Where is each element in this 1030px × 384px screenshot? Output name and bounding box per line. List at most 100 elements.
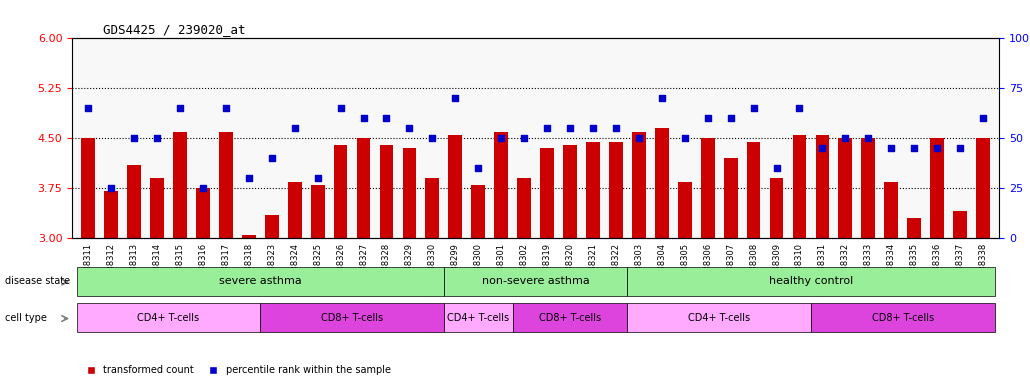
Bar — [150, 178, 164, 238]
FancyBboxPatch shape — [261, 303, 444, 333]
Bar — [816, 135, 829, 238]
Bar — [953, 212, 967, 238]
Bar — [425, 178, 439, 238]
Point — [217, 105, 234, 111]
Point — [746, 105, 762, 111]
Point — [493, 135, 510, 141]
Bar — [265, 215, 278, 238]
Point — [333, 105, 349, 111]
Point — [80, 105, 97, 111]
Bar — [632, 132, 646, 238]
Point — [608, 125, 624, 131]
Bar — [127, 165, 141, 238]
Text: CD4+ T-cells: CD4+ T-cells — [688, 313, 750, 323]
Bar — [173, 132, 186, 238]
Point — [952, 145, 968, 151]
Point — [699, 115, 716, 121]
Point — [539, 125, 555, 131]
Point — [172, 105, 188, 111]
Point — [768, 165, 785, 171]
Point — [286, 125, 303, 131]
FancyBboxPatch shape — [627, 303, 811, 333]
Point — [516, 135, 533, 141]
Bar — [311, 185, 324, 238]
Bar — [81, 138, 95, 238]
Bar — [104, 192, 118, 238]
Bar — [356, 138, 371, 238]
Point — [929, 145, 946, 151]
Point — [309, 175, 325, 181]
Legend: transformed count, percentile rank within the sample: transformed count, percentile rank withi… — [77, 361, 394, 379]
Point — [837, 135, 854, 141]
Bar — [724, 158, 737, 238]
Point — [974, 115, 991, 121]
FancyBboxPatch shape — [76, 303, 261, 333]
Point — [195, 185, 211, 191]
Bar — [747, 142, 760, 238]
Text: CD4+ T-cells: CD4+ T-cells — [447, 313, 509, 323]
Point — [103, 185, 119, 191]
Point — [860, 135, 877, 141]
Bar — [700, 138, 715, 238]
Text: CD8+ T-cells: CD8+ T-cells — [539, 313, 602, 323]
Point — [906, 145, 923, 151]
Bar — [655, 128, 668, 238]
Bar — [380, 145, 393, 238]
Point — [264, 155, 280, 161]
Text: GDS4425 / 239020_at: GDS4425 / 239020_at — [103, 23, 245, 36]
Bar — [196, 188, 210, 238]
Bar — [494, 132, 508, 238]
Bar — [563, 145, 577, 238]
Text: disease state: disease state — [5, 276, 70, 286]
Point — [470, 165, 486, 171]
Point — [148, 135, 165, 141]
FancyBboxPatch shape — [513, 303, 627, 333]
Point — [447, 95, 464, 101]
Bar — [448, 135, 462, 238]
Bar — [976, 138, 990, 238]
Point — [378, 115, 394, 121]
Bar — [287, 182, 302, 238]
Bar — [242, 235, 255, 238]
Bar — [769, 178, 784, 238]
Point — [630, 135, 647, 141]
Bar — [609, 142, 623, 238]
Point — [722, 115, 739, 121]
FancyBboxPatch shape — [444, 303, 513, 333]
Text: CD8+ T-cells: CD8+ T-cells — [321, 313, 383, 323]
Text: CD8+ T-cells: CD8+ T-cells — [871, 313, 934, 323]
Text: cell type: cell type — [5, 313, 47, 323]
Point — [883, 145, 899, 151]
Bar — [517, 178, 531, 238]
Point — [585, 125, 602, 131]
Text: CD4+ T-cells: CD4+ T-cells — [137, 313, 200, 323]
Text: non-severe asthma: non-severe asthma — [482, 276, 589, 286]
FancyBboxPatch shape — [444, 266, 627, 296]
Bar — [838, 138, 852, 238]
FancyBboxPatch shape — [811, 303, 995, 333]
Bar — [678, 182, 691, 238]
Bar — [472, 185, 485, 238]
Bar — [540, 148, 554, 238]
Bar — [793, 135, 806, 238]
Bar — [930, 138, 945, 238]
Point — [401, 125, 417, 131]
Point — [654, 95, 671, 101]
Bar — [403, 148, 416, 238]
FancyBboxPatch shape — [627, 266, 995, 296]
Bar — [219, 132, 233, 238]
Point — [814, 145, 830, 151]
Bar — [334, 145, 347, 238]
Point — [355, 115, 372, 121]
Point — [677, 135, 693, 141]
Point — [791, 105, 808, 111]
Bar — [885, 182, 898, 238]
Point — [241, 175, 258, 181]
Point — [561, 125, 578, 131]
Bar — [586, 142, 599, 238]
Text: healthy control: healthy control — [768, 276, 853, 286]
Point — [424, 135, 441, 141]
FancyBboxPatch shape — [76, 266, 444, 296]
Bar — [861, 138, 875, 238]
Point — [126, 135, 142, 141]
